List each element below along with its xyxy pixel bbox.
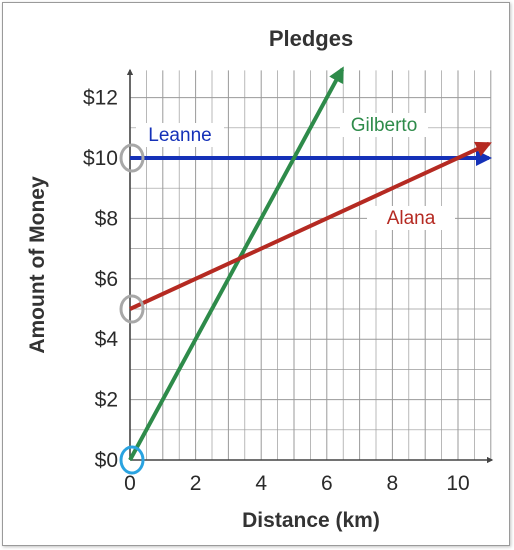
x-tick-label: 4 xyxy=(255,472,267,495)
highlight-circle xyxy=(119,294,145,324)
series-line-gilberto xyxy=(128,66,345,461)
highlight-circle xyxy=(119,143,145,173)
labels-layer: Leanne Gilberto Alana xyxy=(136,113,455,230)
x-tick-label: 2 xyxy=(190,472,202,495)
series-label-background xyxy=(136,123,224,147)
y-tick-label: $0 xyxy=(95,449,118,472)
x-tick-label: 6 xyxy=(321,472,333,495)
series-line-alana xyxy=(129,141,492,311)
circles-layer xyxy=(119,143,145,475)
y-tick-label: $6 xyxy=(95,268,118,291)
x-tick-label: 10 xyxy=(446,472,469,495)
series-label-gilberto: Gilberto xyxy=(351,115,418,136)
y-tick-label: $10 xyxy=(83,147,118,170)
axes: 0 2 4 6 8 10 $0 $2 $4 $6 $8 $10 $12 xyxy=(83,68,494,495)
x-tick-label: 0 xyxy=(124,472,136,495)
chart-title: Pledges xyxy=(269,26,353,51)
series-layer xyxy=(128,66,492,461)
y-tick-label: $12 xyxy=(83,87,118,110)
x-axis-label: Distance (km) xyxy=(242,509,380,532)
y-axis-label: Amount of Money xyxy=(26,176,49,354)
series-label-alana: Alana xyxy=(387,208,436,229)
y-tick-label: $4 xyxy=(95,328,119,351)
y-tick-label: $2 xyxy=(95,389,118,412)
series-label-background xyxy=(340,113,428,137)
y-tick-label: $8 xyxy=(95,207,118,230)
series-label-leanne: Leanne xyxy=(148,125,211,146)
x-tick-label: 8 xyxy=(387,472,399,495)
highlight-circle xyxy=(119,445,145,475)
series-label-background xyxy=(367,206,455,230)
